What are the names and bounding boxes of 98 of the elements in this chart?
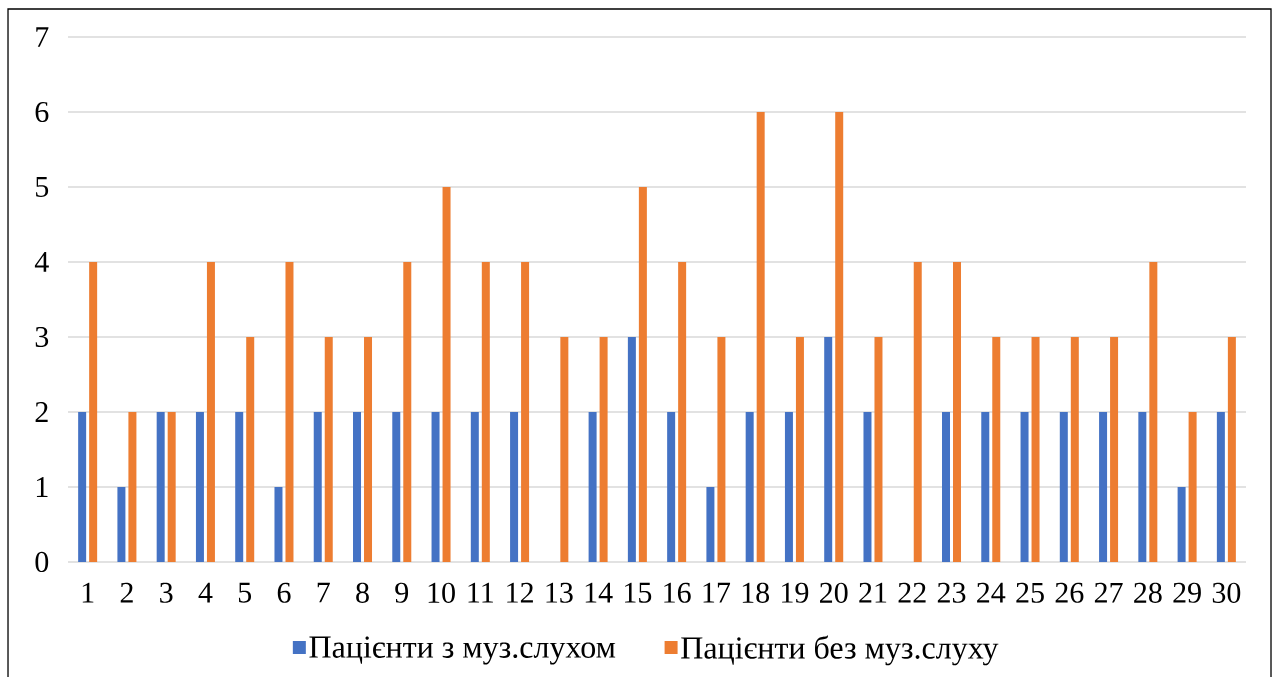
bar [1138,411,1147,562]
bar [1216,411,1225,562]
x-tick-label: 17 [703,582,731,603]
y-tick-label: 3 [35,326,49,348]
bar [392,411,401,562]
x-tick-label: 27 [1094,582,1123,603]
bar [588,411,597,562]
bar [510,411,519,562]
bar [627,336,636,562]
x-tick-label: 20 [820,582,848,603]
bar [353,411,362,562]
bar [824,336,833,562]
x-tick-label: 13 [546,582,573,603]
bar [521,261,530,562]
x-tick-label: 28 [1134,582,1162,603]
x-tick-label: 9 [395,582,409,603]
bar [481,261,490,562]
bar [431,411,440,562]
bar [717,336,726,562]
x-tick-label: 4 [198,582,213,603]
x-tick-label: 29 [1173,582,1201,603]
bar [1070,336,1079,562]
y-tick-label: 0 [35,551,49,573]
bar [599,336,608,562]
bar [1177,486,1186,562]
x-tick-label: 23 [937,582,966,603]
bar [78,411,87,562]
bar [874,336,883,562]
bar [784,411,793,562]
y-tick-label: 7 [36,27,49,47]
bar [1031,336,1040,562]
bar [863,411,872,562]
bar [470,411,479,562]
bar [324,336,333,562]
bar [117,486,126,562]
x-tick-label: 25 [1016,582,1044,603]
bar [835,111,844,562]
bar [274,486,283,562]
y-tick-label: 4 [34,252,49,272]
legend-label: Пацієнти з муз.слухом [309,636,616,665]
x-tick-label: 22 [898,582,926,603]
bar [246,336,255,562]
x-tick-label: 8 [356,582,369,603]
bar [1059,411,1068,562]
y-tick-label: 1 [36,477,48,497]
bar [206,261,215,562]
x-tick-label: 18 [742,582,770,603]
legend-label: Пацієнти без муз.слуху [681,635,999,666]
bar [1099,411,1108,562]
x-tick-label: 2 [120,582,133,603]
y-tick-label: 6 [35,101,49,123]
bar [560,336,569,562]
bar [981,411,990,562]
x-tick-label: 12 [507,582,533,603]
x-tick-label: 7 [317,582,330,603]
bar [1110,336,1119,562]
bar [403,261,412,562]
x-tick-label: 11 [468,582,493,603]
bar [285,261,294,562]
bar [1020,411,1029,562]
bar [1188,411,1197,562]
bar [442,186,451,562]
bar [1227,336,1236,562]
bar [313,411,322,562]
x-tick-label: 26 [1055,582,1084,603]
x-tick-label: 3 [160,582,173,603]
bar [638,186,647,562]
x-tick-label: 1 [82,582,94,603]
bar [706,486,715,562]
bar [795,336,804,562]
x-tick-label: 14 [585,582,613,603]
x-tick-label: 19 [782,582,809,603]
bar [156,411,165,562]
bar [992,336,1001,562]
bar [913,261,922,562]
x-tick-label: 21 [859,582,887,603]
bar [364,336,373,562]
x-tick-label: 5 [238,582,252,603]
bar [195,411,204,562]
bar [128,411,137,562]
x-tick-label: 16 [664,582,691,603]
x-tick-label: 15 [625,582,652,603]
bar [953,261,962,562]
bar [167,411,176,562]
y-tick-label: 2 [35,402,48,422]
x-tick-label: 24 [977,582,1006,603]
bar [235,411,244,562]
bar [745,411,754,562]
x-tick-label: 30 [1212,582,1241,603]
bar [89,261,98,562]
y-tick-label: 5 [36,177,49,197]
bar [678,261,687,562]
bar [942,411,951,562]
bar [756,111,765,562]
bar [667,411,676,562]
x-tick-label: 6 [277,582,291,603]
bar [1149,261,1158,562]
x-tick-label: 10 [428,582,455,603]
